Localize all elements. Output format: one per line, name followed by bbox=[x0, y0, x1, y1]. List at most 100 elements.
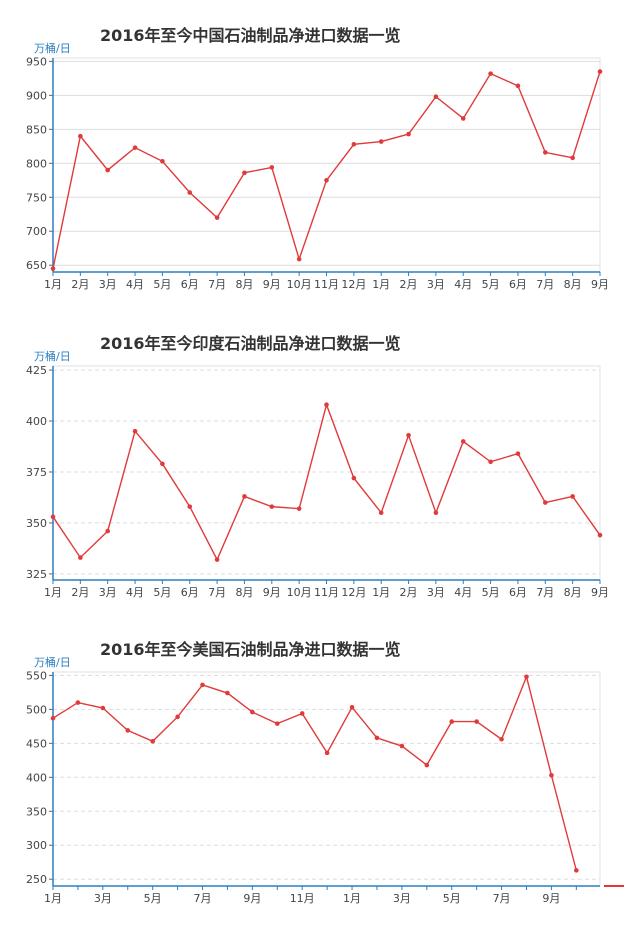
data-point bbox=[324, 402, 329, 408]
x-tick-label: 8月 bbox=[235, 278, 253, 291]
data-point bbox=[488, 71, 493, 76]
y-axis-unit: 万桶/日 bbox=[34, 656, 71, 669]
data-point bbox=[399, 743, 405, 749]
data-point bbox=[296, 256, 302, 262]
x-tick-label: 1月 bbox=[44, 892, 62, 905]
plot-frame bbox=[52, 671, 601, 887]
data-point bbox=[105, 528, 110, 534]
x-tick-label: 10月 bbox=[287, 278, 312, 291]
x-tick-label: 7月 bbox=[208, 278, 226, 291]
x-tick-label: 1月 bbox=[372, 278, 390, 291]
y-tick-label: 350 bbox=[26, 517, 47, 530]
data-point bbox=[187, 190, 193, 195]
y-tick-label: 400 bbox=[26, 771, 47, 784]
data-point bbox=[50, 514, 56, 520]
series-line bbox=[52, 71, 601, 269]
data-point bbox=[449, 719, 455, 724]
data-point bbox=[75, 700, 81, 705]
data-point bbox=[175, 714, 180, 720]
data-point bbox=[269, 504, 275, 509]
data-point bbox=[296, 506, 302, 511]
data-point bbox=[543, 150, 548, 155]
x-tick-label: 2月 bbox=[71, 278, 89, 291]
data-point bbox=[78, 133, 83, 139]
data-point bbox=[132, 145, 138, 150]
x-tick-label: 3月 bbox=[427, 586, 445, 599]
data-point bbox=[351, 475, 357, 481]
x-tick-label: 7月 bbox=[208, 586, 226, 599]
data-point bbox=[125, 728, 131, 733]
x-tick-label: 2月 bbox=[71, 586, 89, 599]
x-tick-label: 5月 bbox=[443, 892, 461, 905]
data-point bbox=[78, 555, 83, 560]
y-tick-label: 450 bbox=[26, 737, 47, 750]
x-tick-label: 5月 bbox=[482, 586, 500, 599]
series-line bbox=[52, 402, 601, 562]
data-point bbox=[250, 709, 255, 715]
x-tick-label: 3月 bbox=[99, 278, 117, 291]
data-point bbox=[574, 868, 579, 873]
x-tick-label: 8月 bbox=[235, 586, 253, 599]
data-point bbox=[214, 557, 220, 562]
y-axis-unit: 万桶/日 bbox=[34, 42, 71, 55]
data-point bbox=[200, 682, 205, 688]
y-tick-label: 375 bbox=[26, 466, 47, 479]
x-tick-label: 1月 bbox=[44, 586, 62, 599]
x-tick-label: 3月 bbox=[94, 892, 112, 905]
series-line bbox=[52, 674, 578, 871]
data-point bbox=[433, 510, 439, 516]
x-tick-label: 2月 bbox=[400, 586, 418, 599]
x-tick-label: 8月 bbox=[564, 278, 582, 291]
data-point bbox=[242, 170, 247, 176]
x-tick-label: 1月 bbox=[44, 278, 62, 291]
data-point bbox=[378, 510, 384, 516]
data-point bbox=[406, 432, 411, 438]
data-point bbox=[488, 459, 493, 465]
x-tick-label: 9月 bbox=[542, 892, 560, 905]
data-point bbox=[160, 158, 165, 164]
x-tick-label: 4月 bbox=[454, 586, 472, 599]
data-point bbox=[378, 139, 384, 144]
data-point bbox=[274, 721, 280, 726]
x-tick-label: 11月 bbox=[314, 586, 339, 599]
x-tick-label: 7月 bbox=[536, 278, 554, 291]
x-tick-label: 6月 bbox=[509, 586, 527, 599]
data-point bbox=[242, 494, 247, 499]
x-tick-label: 6月 bbox=[509, 278, 527, 291]
chart-svg: 250 300 350 400 450 500 550 1月 3月 5月 7月 9月 11月 1月 3月 5月… bbox=[26, 669, 601, 905]
data-point bbox=[187, 504, 193, 509]
x-tick-label: 6月 bbox=[181, 278, 199, 291]
chart-title: 2016年至今美国石油制品净进口数据一览 bbox=[100, 640, 401, 659]
usa-chart: 2016年至今美国石油制品净进口数据一览 万桶/日 250 300 350 400 45… bbox=[0, 614, 640, 914]
data-point bbox=[570, 155, 575, 161]
y-tick-label: 800 bbox=[26, 157, 47, 170]
data-point bbox=[324, 750, 330, 756]
data-point bbox=[132, 428, 138, 434]
legend-stub bbox=[604, 885, 624, 887]
x-tick-label: 4月 bbox=[454, 278, 472, 291]
x-tick-label: 9月 bbox=[243, 892, 261, 905]
x-tick-label: 11月 bbox=[290, 892, 315, 905]
x-tick-label: 5月 bbox=[153, 586, 171, 599]
x-tick-label: 2月 bbox=[400, 278, 418, 291]
india-chart: 2016年至今印度石油制品净进口数据一览 万桶/日 325 350 375 400 42… bbox=[0, 308, 640, 608]
y-tick-label: 550 bbox=[26, 669, 47, 682]
data-point bbox=[433, 94, 439, 100]
data-point bbox=[570, 494, 575, 499]
y-tick-label: 400 bbox=[26, 415, 47, 428]
data-point bbox=[351, 141, 357, 147]
data-point bbox=[515, 451, 521, 456]
data-point bbox=[597, 532, 603, 538]
x-tick-label: 9月 bbox=[591, 278, 609, 291]
data-point bbox=[299, 711, 305, 716]
y-tick-label: 900 bbox=[26, 89, 47, 102]
x-tick-label: 12月 bbox=[341, 586, 366, 599]
chart-title: 2016年至今中国石油制品净进口数据一览 bbox=[100, 26, 401, 45]
y-tick-label: 300 bbox=[26, 839, 47, 852]
y-tick-label: 850 bbox=[26, 123, 47, 136]
x-tick-label: 4月 bbox=[126, 586, 144, 599]
y-tick-label: 425 bbox=[26, 364, 47, 377]
x-tick-label: 9月 bbox=[263, 278, 281, 291]
data-point bbox=[105, 167, 110, 173]
x-tick-label: 6月 bbox=[181, 586, 199, 599]
